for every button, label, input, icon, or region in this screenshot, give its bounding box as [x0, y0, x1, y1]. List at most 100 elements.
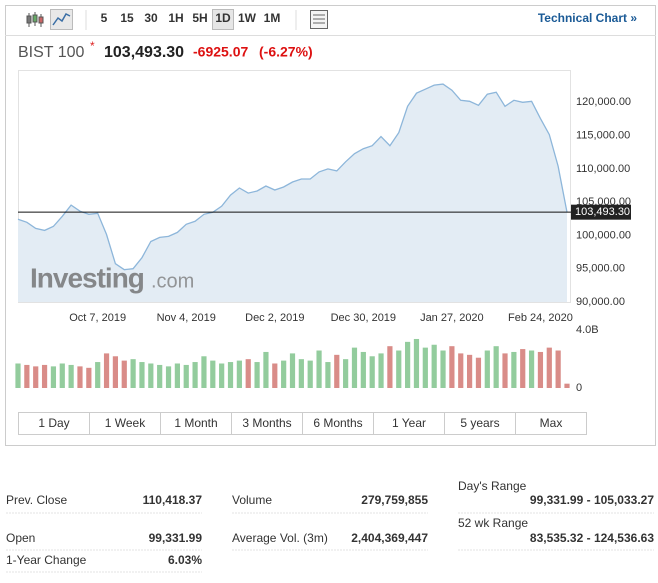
price-area: [18, 84, 567, 302]
volume-bar: [537, 351, 544, 388]
volume-bar: [236, 360, 242, 388]
interval-button[interactable]: 1M: [264, 11, 281, 25]
volume-bar: [263, 351, 269, 388]
volume-bar: [121, 360, 127, 388]
stat-value: 110,418.37: [143, 493, 203, 507]
volume-bar: [86, 367, 92, 388]
volume-bar: [219, 363, 225, 388]
stat-value: 99,331.99 - 105,033.27: [530, 493, 654, 507]
range-label[interactable]: 1 Week: [105, 416, 146, 430]
volume-bar: [68, 364, 74, 388]
watermark-brand: Investing: [30, 262, 144, 293]
y-tick-label: 90,000.00: [576, 296, 625, 308]
volume-bar: [484, 350, 490, 388]
volume-bar: [316, 350, 322, 388]
x-tick-label: Feb 24, 2020: [508, 312, 573, 324]
volume-bar: [325, 362, 331, 388]
stat-value: 2,404,369,447: [351, 531, 428, 545]
volume-bar: [103, 353, 110, 388]
index-name: BIST 100: [18, 44, 85, 61]
stat-value: 279,759,855: [361, 493, 428, 507]
volume-bar: [351, 347, 358, 388]
x-tick-label: Nov 4, 2019: [157, 312, 216, 324]
volume-bar: [440, 350, 446, 388]
volume-tick-label: 4.0B: [576, 324, 599, 336]
volume-bar: [528, 350, 535, 388]
interval-button[interactable]: 15: [120, 11, 134, 25]
price: 103,493.30: [104, 44, 184, 61]
stat-lines: [6, 512, 654, 573]
volume-bar: [475, 357, 482, 388]
volume-bar: [148, 363, 154, 388]
volume-bar: [449, 346, 455, 388]
volume-bar: [95, 362, 101, 388]
active-interval-bg: [212, 9, 234, 30]
plot-frame: [18, 70, 571, 303]
volume-bar: [165, 366, 172, 388]
range-label[interactable]: 3 Months: [242, 416, 291, 430]
volume-bar: [201, 356, 207, 388]
y-tick-label: 120,000.00: [576, 96, 631, 108]
volume-bar: [396, 350, 402, 388]
volume-bar: [157, 364, 163, 388]
candle-icon[interactable]: [26, 12, 44, 27]
volume-bar: [112, 356, 119, 388]
price-line: [17, 83, 568, 271]
volume-bar: [520, 349, 526, 388]
volume-bar: [511, 351, 517, 388]
stat-label: Open: [6, 531, 35, 545]
volume-bar: [183, 364, 189, 388]
range-label[interactable]: 1 Day: [38, 416, 69, 430]
x-tick-label: Oct 7, 2019: [69, 312, 126, 324]
volume-bar: [139, 362, 145, 388]
interval-button[interactable]: 1H: [168, 11, 183, 25]
volume-bar: [502, 353, 508, 388]
range-label[interactable]: 5 years: [460, 416, 499, 430]
interval-button[interactable]: 1W: [238, 11, 257, 25]
volume-bar: [546, 347, 552, 388]
watermark-suffix: .com: [151, 270, 194, 292]
y-tick-label: 110,000.00: [576, 163, 630, 175]
volume-bar: [192, 362, 198, 388]
y-tick-label: 115,000.00: [576, 129, 630, 141]
interval-button[interactable]: 30: [144, 11, 158, 25]
range-label[interactable]: 1 Year: [392, 416, 426, 430]
volume-bar: [245, 359, 251, 388]
x-tick-label: Dec 2, 2019: [245, 312, 304, 324]
volume-bar: [360, 351, 366, 388]
range-button[interactable]: [515, 412, 587, 435]
volume-bar: [564, 383, 570, 388]
x-tick-label: Dec 30, 2019: [331, 312, 396, 324]
change-pct: (-6.27%): [259, 44, 313, 60]
interval-button[interactable]: 5: [101, 11, 108, 25]
volume-bar: [174, 363, 180, 388]
stat-label: Volume: [232, 493, 272, 507]
stat-value: 83,535.32 - 124,536.63: [530, 531, 654, 545]
volume-bar: [555, 350, 561, 388]
range-label[interactable]: Max: [540, 416, 563, 430]
volume-bar: [59, 363, 65, 388]
volume-bar: [466, 354, 473, 388]
stat-value: 99,331.99: [149, 531, 203, 545]
current-price-label: 103,493.30: [575, 206, 630, 218]
range-label[interactable]: 1 Month: [174, 416, 217, 430]
range-label[interactable]: 6 Months: [313, 416, 362, 430]
interval-button[interactable]: 5H: [192, 11, 207, 25]
stat-label: Prev. Close: [6, 493, 67, 507]
stat-label: 52 wk Range: [458, 516, 528, 530]
volume-bar: [405, 341, 411, 388]
volume-bar: [369, 356, 375, 388]
current-price-box: [571, 204, 631, 220]
volume-bar: [289, 353, 296, 388]
y-tick-label: 100,000.00: [576, 229, 631, 241]
volume-bar: [493, 346, 499, 388]
volume-bar: [307, 360, 313, 388]
interval-button[interactable]: 1D: [215, 11, 231, 25]
table-icon[interactable]: [310, 10, 328, 29]
volume-bar: [413, 338, 420, 388]
technical-chart-link[interactable]: Technical Chart »: [538, 11, 637, 25]
line-chart-icon[interactable]: [50, 9, 73, 30]
volume-bar: [77, 366, 83, 388]
volume-bar: [281, 360, 287, 388]
